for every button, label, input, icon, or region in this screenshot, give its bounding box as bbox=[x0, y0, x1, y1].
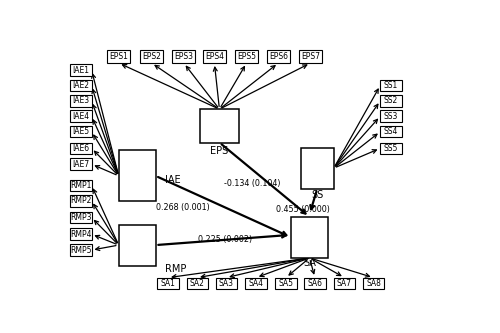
Text: EPS1: EPS1 bbox=[109, 52, 128, 61]
Text: SA7: SA7 bbox=[337, 279, 352, 288]
FancyBboxPatch shape bbox=[140, 50, 163, 63]
FancyBboxPatch shape bbox=[70, 159, 92, 170]
Text: EPS7: EPS7 bbox=[301, 52, 320, 61]
FancyBboxPatch shape bbox=[118, 150, 156, 201]
Text: IAE3: IAE3 bbox=[72, 96, 90, 105]
FancyBboxPatch shape bbox=[70, 180, 92, 191]
FancyBboxPatch shape bbox=[200, 109, 239, 143]
FancyBboxPatch shape bbox=[70, 244, 92, 256]
FancyBboxPatch shape bbox=[107, 50, 130, 63]
FancyBboxPatch shape bbox=[203, 50, 226, 63]
FancyBboxPatch shape bbox=[172, 50, 196, 63]
Text: SA2: SA2 bbox=[190, 279, 204, 288]
Text: RMP4: RMP4 bbox=[70, 230, 92, 239]
Text: SA5: SA5 bbox=[278, 279, 293, 288]
Text: RMP: RMP bbox=[165, 264, 186, 274]
Text: SS5: SS5 bbox=[384, 144, 398, 153]
Text: SA: SA bbox=[304, 258, 316, 268]
Text: EPS: EPS bbox=[210, 147, 228, 157]
FancyBboxPatch shape bbox=[70, 111, 92, 122]
Text: EPS3: EPS3 bbox=[174, 52, 194, 61]
Text: SA6: SA6 bbox=[308, 279, 322, 288]
Text: EPS4: EPS4 bbox=[205, 52, 224, 61]
FancyBboxPatch shape bbox=[186, 278, 208, 289]
Text: SA3: SA3 bbox=[218, 279, 234, 288]
FancyBboxPatch shape bbox=[70, 95, 92, 107]
FancyBboxPatch shape bbox=[70, 228, 92, 240]
Text: IAE5: IAE5 bbox=[72, 127, 90, 136]
Text: IAE4: IAE4 bbox=[72, 112, 90, 121]
FancyBboxPatch shape bbox=[363, 278, 384, 289]
Text: SS2: SS2 bbox=[384, 96, 398, 105]
FancyBboxPatch shape bbox=[334, 278, 355, 289]
FancyBboxPatch shape bbox=[380, 80, 402, 91]
FancyBboxPatch shape bbox=[70, 80, 92, 91]
FancyBboxPatch shape bbox=[266, 50, 290, 63]
FancyBboxPatch shape bbox=[246, 278, 266, 289]
FancyBboxPatch shape bbox=[291, 217, 328, 258]
FancyBboxPatch shape bbox=[380, 126, 402, 138]
Text: SS3: SS3 bbox=[384, 112, 398, 121]
FancyBboxPatch shape bbox=[70, 143, 92, 154]
Text: IAE6: IAE6 bbox=[72, 144, 90, 153]
Text: 0.225 (0.002): 0.225 (0.002) bbox=[198, 235, 252, 244]
FancyBboxPatch shape bbox=[380, 95, 402, 107]
Text: SA4: SA4 bbox=[248, 279, 264, 288]
FancyBboxPatch shape bbox=[118, 224, 156, 266]
Text: IAE2: IAE2 bbox=[72, 81, 90, 90]
Text: 0.455 (0.000): 0.455 (0.000) bbox=[276, 205, 330, 214]
Text: EPS2: EPS2 bbox=[142, 52, 161, 61]
FancyBboxPatch shape bbox=[380, 143, 402, 154]
Text: SS: SS bbox=[312, 190, 324, 200]
FancyBboxPatch shape bbox=[380, 111, 402, 122]
Text: SS4: SS4 bbox=[384, 127, 398, 136]
Text: IAE: IAE bbox=[165, 175, 181, 185]
FancyBboxPatch shape bbox=[70, 64, 92, 76]
Text: RMP1: RMP1 bbox=[70, 181, 92, 190]
FancyBboxPatch shape bbox=[158, 278, 179, 289]
FancyBboxPatch shape bbox=[216, 278, 237, 289]
FancyBboxPatch shape bbox=[235, 50, 258, 63]
Text: SA8: SA8 bbox=[366, 279, 381, 288]
FancyBboxPatch shape bbox=[301, 148, 334, 189]
FancyBboxPatch shape bbox=[70, 212, 92, 223]
Text: 0.268 (0.001): 0.268 (0.001) bbox=[156, 203, 210, 212]
Text: SS1: SS1 bbox=[384, 81, 398, 90]
Text: IAE1: IAE1 bbox=[72, 66, 90, 75]
FancyBboxPatch shape bbox=[304, 278, 326, 289]
Text: -0.134 (0.104): -0.134 (0.104) bbox=[224, 179, 280, 188]
Text: EPS5: EPS5 bbox=[237, 52, 256, 61]
FancyBboxPatch shape bbox=[70, 126, 92, 138]
Text: RMP3: RMP3 bbox=[70, 213, 92, 222]
Text: IAE7: IAE7 bbox=[72, 160, 90, 169]
Text: EPS6: EPS6 bbox=[269, 52, 288, 61]
FancyBboxPatch shape bbox=[299, 50, 322, 63]
Text: RMP2: RMP2 bbox=[70, 196, 92, 205]
FancyBboxPatch shape bbox=[275, 278, 296, 289]
FancyBboxPatch shape bbox=[70, 195, 92, 206]
Text: RMP5: RMP5 bbox=[70, 246, 92, 255]
Text: SA1: SA1 bbox=[160, 279, 176, 288]
